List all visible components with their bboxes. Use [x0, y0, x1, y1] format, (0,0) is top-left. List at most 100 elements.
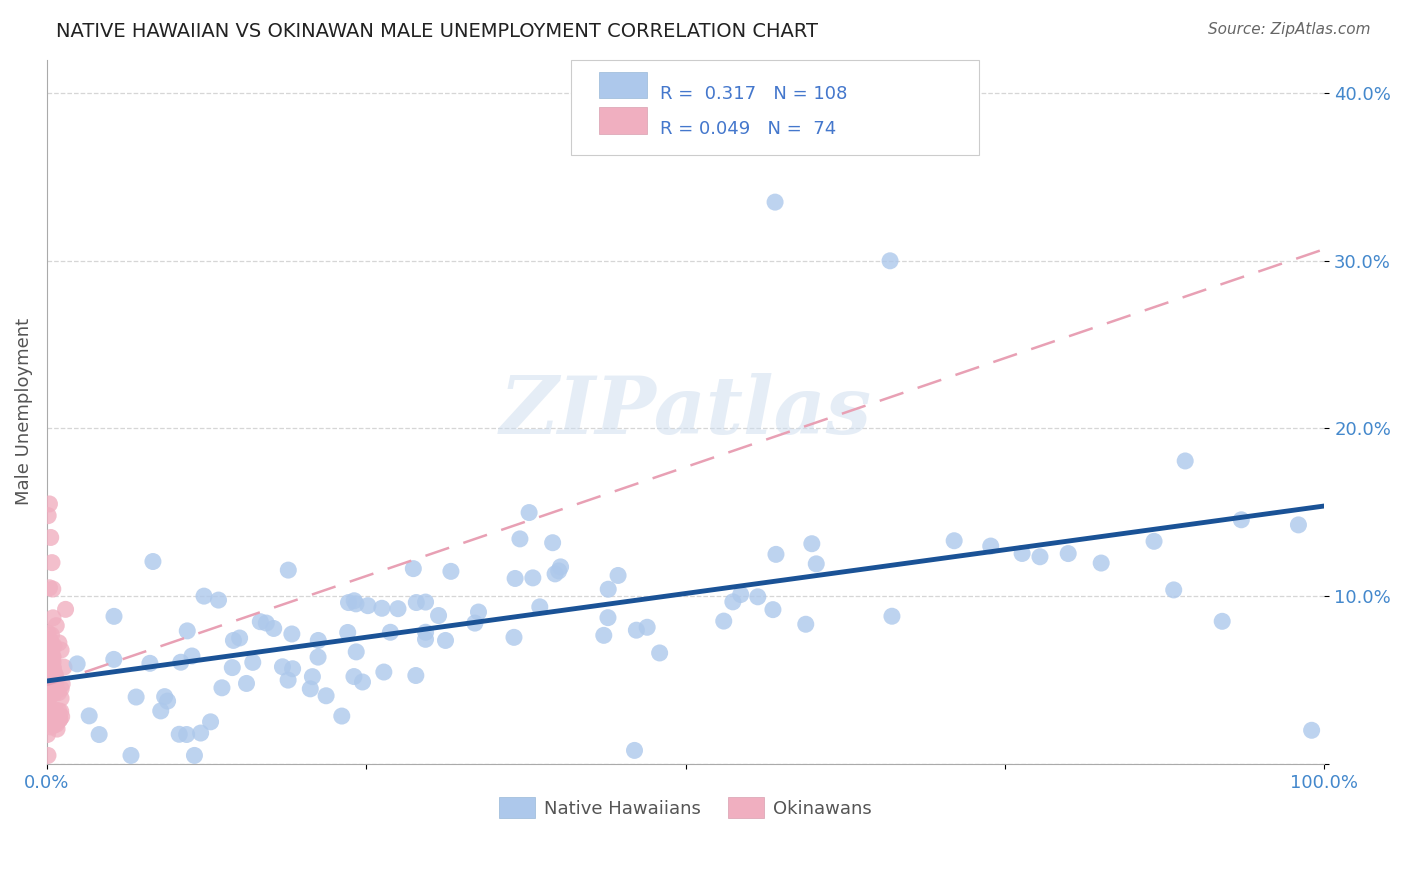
Point — [39, 665, 62, 680]
Point — [156, 694, 179, 708]
Point — [39, 677, 62, 691]
Point — [607, 568, 630, 582]
Point — [541, 535, 564, 549]
Point — [190, 726, 212, 740]
Point — [183, 748, 205, 763]
Point — [503, 572, 526, 586]
Point — [44, 686, 66, 700]
Point — [77, 709, 100, 723]
Point — [249, 615, 271, 629]
Point — [125, 690, 148, 704]
Point — [66, 657, 89, 671]
Point — [464, 616, 486, 631]
Point — [38, 684, 60, 698]
Point — [45, 618, 67, 632]
Point — [800, 537, 823, 551]
Point — [387, 601, 409, 615]
Point — [427, 608, 450, 623]
Point — [467, 605, 489, 619]
Point — [879, 253, 901, 268]
FancyBboxPatch shape — [571, 60, 980, 154]
Point — [39, 720, 62, 734]
Point — [48, 704, 70, 718]
Point — [440, 565, 463, 579]
Point — [38, 497, 60, 511]
Point — [980, 539, 1002, 553]
Text: R = 0.049   N =  74: R = 0.049 N = 74 — [659, 120, 837, 138]
Point — [42, 673, 65, 688]
Point — [38, 658, 60, 673]
Point — [765, 547, 787, 561]
Point — [103, 609, 125, 624]
Point — [271, 660, 294, 674]
Point — [45, 707, 67, 722]
Point — [337, 596, 360, 610]
Point — [762, 602, 785, 616]
Point — [357, 599, 380, 613]
Point — [747, 590, 769, 604]
Point — [42, 655, 65, 669]
Point — [37, 665, 59, 679]
Point — [42, 582, 65, 596]
Point — [49, 705, 72, 719]
Point — [38, 581, 60, 595]
Point — [103, 652, 125, 666]
Point — [307, 650, 329, 665]
Point — [42, 718, 65, 732]
Point — [299, 681, 322, 696]
Point — [721, 595, 744, 609]
Point — [37, 671, 59, 685]
Point — [142, 555, 165, 569]
Point — [301, 670, 323, 684]
Point — [42, 661, 65, 675]
Point — [55, 602, 77, 616]
Point — [42, 649, 65, 664]
Point — [37, 626, 59, 640]
Point — [37, 689, 59, 703]
Point — [139, 657, 162, 671]
Point — [242, 656, 264, 670]
Point — [343, 593, 366, 607]
Point — [44, 669, 66, 683]
Point — [277, 673, 299, 687]
Point — [44, 674, 66, 689]
Point — [336, 625, 359, 640]
Point — [415, 632, 437, 647]
Point — [48, 685, 70, 699]
Point — [281, 662, 304, 676]
Point — [344, 597, 367, 611]
Point — [35, 640, 58, 655]
FancyBboxPatch shape — [599, 107, 647, 134]
Point — [207, 593, 229, 607]
Point — [170, 655, 193, 669]
Point — [149, 704, 172, 718]
Point — [405, 595, 427, 609]
Point — [38, 632, 60, 647]
Point — [38, 644, 60, 658]
Point — [434, 633, 457, 648]
Point — [221, 660, 243, 674]
Point — [405, 668, 427, 682]
Point — [42, 639, 65, 653]
Point — [44, 702, 66, 716]
Point — [44, 667, 66, 681]
Point — [51, 677, 73, 691]
Point — [1211, 615, 1233, 629]
Point — [1143, 534, 1166, 549]
Point — [547, 564, 569, 578]
Point — [51, 681, 73, 696]
Text: NATIVE HAWAIIAN VS OKINAWAN MALE UNEMPLOYMENT CORRELATION CHART: NATIVE HAWAIIAN VS OKINAWAN MALE UNEMPLO… — [56, 22, 818, 41]
Point — [41, 665, 63, 680]
Text: Source: ZipAtlas.com: Source: ZipAtlas.com — [1208, 22, 1371, 37]
Point — [49, 643, 72, 657]
Point — [550, 560, 572, 574]
Point — [1057, 547, 1080, 561]
Point — [42, 664, 65, 678]
Point — [529, 599, 551, 614]
Point — [307, 633, 329, 648]
Point — [52, 660, 75, 674]
Point — [176, 624, 198, 638]
Point — [37, 657, 59, 672]
Point — [592, 628, 614, 642]
Point — [943, 533, 966, 548]
